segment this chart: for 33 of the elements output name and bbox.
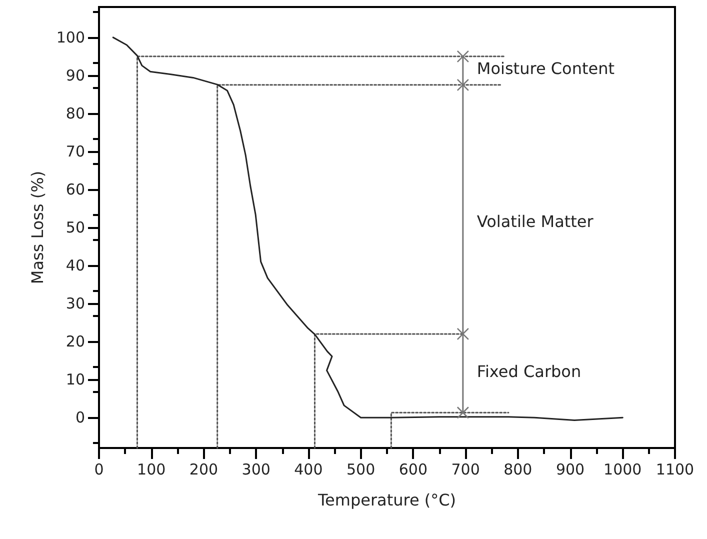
- y-tick-label: 70: [66, 142, 85, 160]
- line-series: [112, 36, 624, 421]
- x-tick-label: 100: [137, 460, 166, 478]
- x-tick-label: 700: [451, 460, 480, 478]
- y-tick-label: 20: [66, 332, 85, 351]
- x-tick-label: 1100: [656, 460, 694, 478]
- y-tick-label: 100: [56, 28, 85, 46]
- point: [456, 406, 470, 419]
- annotation: Fixed Carbon: [476, 362, 582, 381]
- x-tick-label: 0: [94, 460, 104, 478]
- x-tick-label: 400: [294, 460, 323, 478]
- point: [456, 78, 470, 92]
- y-tick-label: 50: [66, 218, 85, 236]
- y-tick-label: 30: [66, 294, 85, 313]
- annotation: Moisture Content: [476, 59, 615, 78]
- annotation: Volatile Matter: [476, 212, 594, 231]
- y-tick-label: 10: [66, 370, 85, 389]
- x-tick-label: 500: [346, 460, 376, 478]
- x-tick-label: 300: [242, 460, 270, 478]
- x-tick-label: 1000: [604, 460, 642, 478]
- y-tick-label: 40: [66, 256, 85, 275]
- x-tick-label: 200: [189, 460, 218, 478]
- y-tick-label: 90: [66, 66, 85, 84]
- y-tick-label: 0: [75, 408, 85, 427]
- point: [456, 50, 470, 63]
- x-tick-label: 600: [398, 460, 428, 478]
- x-axis-title: Temperature (°C): [316, 490, 456, 510]
- y-axis-title: Mass Loss (%): [28, 170, 47, 284]
- x-tick-label: 800: [504, 460, 532, 478]
- x-tick-label: 900: [556, 460, 585, 478]
- y-tick-label: 80: [66, 104, 85, 122]
- y-tick-label: 60: [66, 180, 85, 198]
- point: [456, 328, 470, 340]
